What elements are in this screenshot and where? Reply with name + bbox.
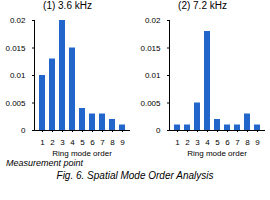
svg-text:2: 2	[185, 138, 190, 147]
svg-text:2: 2	[50, 138, 55, 147]
svg-text:4: 4	[205, 138, 210, 147]
html-text:Measurement point: Measurement point	[6, 158, 83, 168]
svg-text:0: 0	[21, 126, 26, 135]
svg-text:7: 7	[100, 138, 105, 147]
svg-text:7: 7	[235, 138, 240, 147]
svg-text:0.02: 0.02	[145, 16, 161, 25]
svg-text:0.005: 0.005	[5, 99, 26, 108]
svg-text:0.015: 0.015	[140, 44, 161, 53]
svg-text:5: 5	[215, 138, 220, 147]
svg-text:1: 1	[175, 138, 180, 147]
html-text:(2) 7.2 kHz: (2) 7.2 kHz	[178, 0, 227, 11]
svg-text:0: 0	[156, 126, 161, 135]
svg-text:6: 6	[90, 138, 95, 147]
svg-text:5: 5	[80, 138, 85, 147]
svg-text:4: 4	[70, 138, 75, 147]
html-text:(1) 3.6 kHz: (1) 3.6 kHz	[43, 0, 92, 11]
html-text:Fig. 6. Spatial Mode Order Ana: Fig. 6. Spatial Mode Order Analysis	[56, 170, 214, 181]
svg-text:0.005: 0.005	[140, 99, 161, 108]
svg-text:3: 3	[195, 138, 200, 147]
svg-text:8: 8	[245, 138, 250, 147]
svg-text:Ring mode order: Ring mode order	[187, 149, 247, 158]
svg-text:9: 9	[120, 138, 125, 147]
svg-text:3: 3	[60, 138, 65, 147]
svg-text:0.01: 0.01	[10, 71, 26, 80]
svg-text:0.01: 0.01	[145, 71, 161, 80]
svg-text:6: 6	[225, 138, 230, 147]
svg-text:0.015: 0.015	[5, 44, 26, 53]
svg-text:8: 8	[110, 138, 115, 147]
svg-text:1: 1	[40, 138, 45, 147]
svg-text:0.02: 0.02	[10, 16, 26, 25]
svg-text:9: 9	[255, 138, 260, 147]
svg-text:Ring mode order: Ring mode order	[52, 149, 112, 158]
